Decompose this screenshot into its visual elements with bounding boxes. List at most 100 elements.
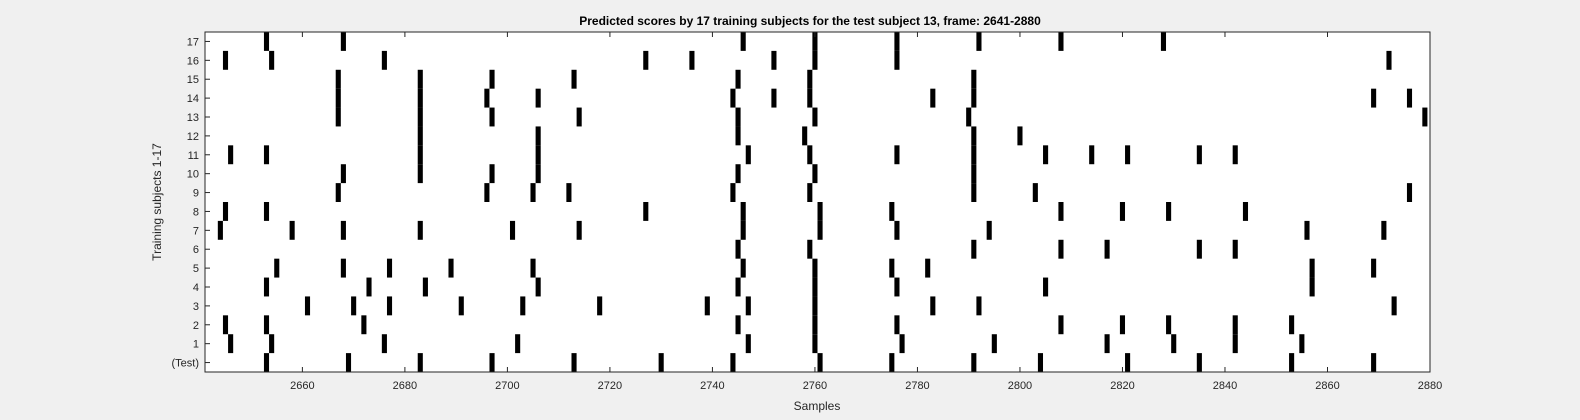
mark-row-0-13: [1289, 353, 1295, 372]
mark-row-1-7: [991, 334, 997, 354]
mark-row-14-1: [417, 88, 423, 108]
mark-row-16-8: [1386, 50, 1392, 70]
mark-row-6-5: [1196, 239, 1202, 259]
mark-row-4-1: [366, 277, 372, 297]
mark-row-4-2: [422, 277, 428, 297]
mark-row-0-4: [571, 353, 577, 372]
mark-row-14-6: [807, 88, 813, 108]
mark-row-4-0: [263, 277, 270, 297]
mark-row-7-1: [289, 220, 295, 240]
mark-row-11-0: [228, 145, 234, 165]
mark-row-1-10: [1232, 334, 1238, 354]
x-tick-label: 2880: [1418, 380, 1442, 392]
mark-row-5-5: [740, 258, 746, 278]
mark-row-14-8: [971, 88, 977, 108]
mark-row-2-3: [735, 315, 741, 335]
mark-row-1-1: [269, 334, 275, 354]
mark-row-5-4: [530, 258, 536, 278]
mark-row-5-2: [386, 258, 393, 278]
mark-row-14-4: [730, 88, 736, 108]
y-tick-label: 12: [187, 131, 199, 143]
mark-row-7-5: [576, 220, 582, 240]
mark-row-10-5: [812, 164, 818, 184]
mark-row-3-1: [351, 296, 357, 316]
x-tick-label: 2820: [1110, 380, 1134, 392]
y-tick-label: 7: [193, 225, 199, 237]
mark-row-13-4: [735, 107, 741, 127]
x-axis-label: Samples: [794, 399, 841, 413]
mark-row-11-8: [1043, 145, 1049, 165]
mark-row-0-8: [889, 353, 895, 372]
mark-row-8-5: [889, 202, 895, 221]
mark-row-3-10: [976, 296, 982, 316]
y-tick-label: 3: [193, 301, 199, 313]
mark-row-16-0: [222, 50, 229, 70]
mark-row-16-3: [643, 50, 649, 70]
mark-row-0-7: [817, 353, 823, 372]
mark-row-11-5: [807, 145, 813, 165]
mark-row-5-7: [889, 258, 895, 278]
mark-row-9-8: [1406, 183, 1413, 202]
mark-row-11-6: [894, 145, 900, 165]
mark-row-11-11: [1196, 145, 1202, 165]
mark-row-17-6: [1058, 32, 1064, 51]
mark-row-7-2: [340, 220, 346, 240]
y-axis-label: Training subjects 1-17: [150, 143, 164, 261]
mark-row-7-8: [894, 220, 900, 240]
y-tick-label: 17: [187, 36, 199, 48]
mark-row-0-0: [263, 353, 270, 372]
mark-row-8-0: [222, 202, 229, 221]
mark-row-3-3: [458, 296, 464, 316]
mark-row-3-7: [745, 296, 751, 316]
mark-row-2-2: [361, 315, 367, 335]
y-tick-label: 15: [187, 74, 199, 86]
mark-row-9-5: [807, 183, 813, 202]
mark-row-7-7: [817, 220, 823, 240]
mark-row-4-3: [535, 277, 541, 297]
mark-row-5-8: [925, 258, 931, 278]
mark-row-9-1: [484, 183, 490, 202]
mark-row-0-6: [730, 353, 736, 372]
mark-row-9-2: [530, 183, 536, 202]
mark-row-17-4: [894, 32, 900, 51]
mark-row-3-6: [704, 296, 710, 316]
mark-row-7-4: [509, 220, 516, 240]
mark-row-6-2: [971, 239, 977, 259]
mark-row-6-4: [1104, 239, 1110, 259]
mark-row-5-1: [340, 258, 346, 278]
mark-row-1-3: [515, 334, 521, 354]
mark-row-4-8: [1309, 277, 1315, 297]
mark-row-4-7: [1043, 277, 1049, 297]
mark-row-8-3: [740, 202, 746, 221]
x-tick-label: 2680: [393, 380, 417, 392]
mark-row-3-5: [597, 296, 603, 316]
mark-row-16-5: [771, 50, 777, 70]
mark-row-12-2: [735, 126, 741, 146]
mark-row-9-6: [971, 183, 977, 202]
y-tick-label: 14: [187, 93, 199, 105]
mark-row-13-3: [576, 107, 582, 127]
mark-row-8-6: [1058, 202, 1064, 221]
mark-row-12-3: [802, 126, 808, 146]
mark-row-10-6: [971, 164, 977, 184]
mark-row-13-5: [812, 107, 818, 127]
mark-row-11-1: [263, 145, 270, 165]
mark-row-3-2: [386, 296, 393, 316]
x-tick-label: 2800: [1008, 380, 1032, 392]
mark-row-0-2: [417, 353, 423, 372]
mark-row-3-0: [304, 296, 311, 316]
mark-row-15-4: [735, 69, 741, 89]
mark-row-2-5: [894, 315, 900, 335]
mark-row-15-3: [571, 69, 577, 89]
mark-row-14-10: [1406, 88, 1413, 108]
mark-row-1-6: [899, 334, 905, 354]
mark-row-2-8: [1166, 315, 1172, 335]
x-tick-label: 2720: [598, 380, 622, 392]
mark-row-16-6: [812, 50, 818, 70]
mark-row-14-5: [771, 88, 777, 108]
mark-row-12-4: [971, 126, 977, 146]
mark-row-15-5: [807, 69, 813, 89]
mark-row-2-0: [222, 315, 229, 335]
mark-row-6-0: [735, 239, 741, 259]
